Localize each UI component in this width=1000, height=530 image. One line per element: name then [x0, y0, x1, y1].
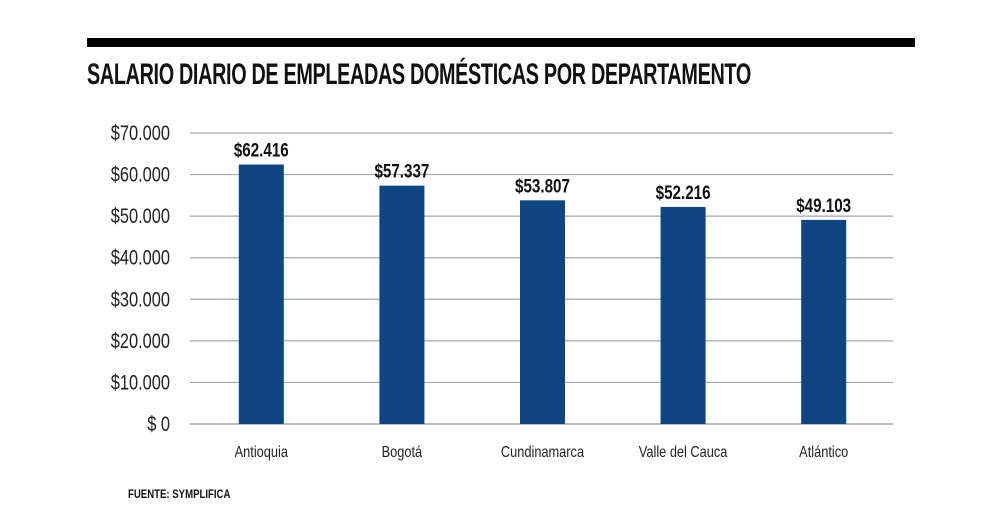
data-label: $57.337: [374, 160, 429, 182]
data-label: $62.416: [234, 139, 289, 161]
x-tick-label: Bogotá: [382, 444, 423, 462]
bar: [660, 206, 706, 424]
bar: [379, 185, 425, 424]
bar: [520, 200, 565, 424]
y-tick-label: $40.000: [111, 246, 170, 269]
x-tick-label: Valle del Cauca: [639, 444, 728, 462]
y-tick-label: $20.000: [111, 329, 170, 352]
data-label: $52.216: [656, 181, 711, 203]
y-tick-label: $ 0: [147, 412, 170, 435]
data-label: $53.807: [515, 175, 570, 197]
bar: [238, 164, 284, 424]
x-tick-label: Antioquia: [235, 444, 289, 462]
data-label: $49.103: [796, 194, 851, 216]
y-tick-label: $70.000: [111, 121, 170, 144]
bar: [801, 219, 847, 424]
chart-title: SALARIO DIARIO DE EMPLEADAS DOMÉSTICAS P…: [87, 58, 751, 91]
y-tick-label: $50.000: [111, 204, 170, 227]
x-tick-label: Atlántico: [799, 444, 848, 462]
x-tick-label: Cundinamarca: [501, 444, 585, 462]
header-rule: [87, 38, 915, 47]
y-tick-label: $10.000: [111, 370, 170, 393]
y-tick-label: $60.000: [111, 163, 170, 186]
source-note: FUENTE: SYMPLIFICA: [128, 487, 231, 501]
y-tick-label: $30.000: [111, 287, 170, 310]
